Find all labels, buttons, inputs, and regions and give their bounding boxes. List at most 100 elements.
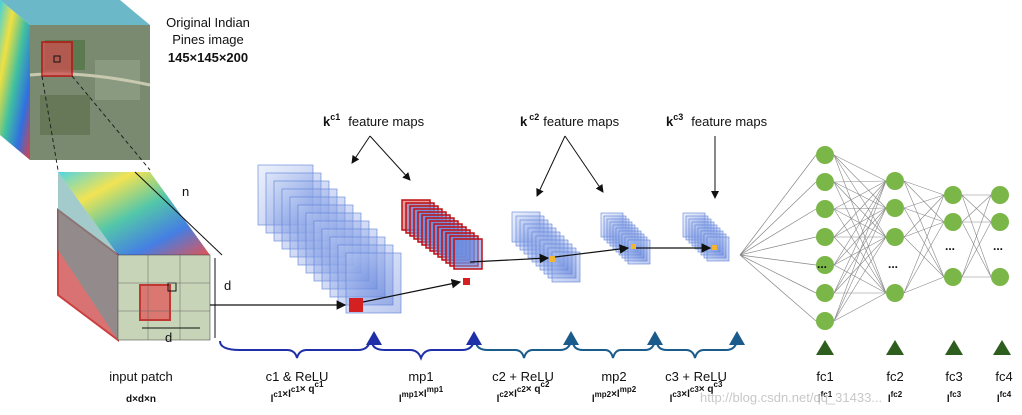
triangle-fc1 xyxy=(816,340,834,355)
brace-c1 xyxy=(219,340,371,359)
patch-dim-d-side: d xyxy=(224,278,231,293)
brace-c2 xyxy=(475,340,572,359)
kc2-label: k c2 feature maps xyxy=(520,112,620,129)
source-size: 145×145×200 xyxy=(168,50,248,65)
fc-dims: lfc1 xyxy=(818,390,833,405)
triangle-fc4 xyxy=(993,340,1011,355)
mp1-feature-map-stack xyxy=(401,199,483,270)
c1-highlight-square xyxy=(349,298,363,312)
triangle-mp1 xyxy=(466,331,482,345)
c2-feature-map-stack xyxy=(511,211,581,283)
fc3-node xyxy=(944,186,962,204)
triangle-c3 xyxy=(729,331,745,345)
fc-edge xyxy=(833,180,887,183)
stage-dims: lc2×lc2× qc2 xyxy=(497,380,550,405)
fc2-node xyxy=(886,228,904,246)
stage-dims: d×d×n xyxy=(126,394,156,405)
stack-mp1-map xyxy=(453,238,483,270)
stage-name: c2 + ReLU xyxy=(492,369,554,384)
stage-dims: lmp1×lmp1 xyxy=(399,385,444,405)
fc-edge xyxy=(903,180,945,278)
fc-name: fc2 xyxy=(886,369,903,384)
source-title-line2: Pines image xyxy=(172,32,244,47)
fc3-node xyxy=(944,268,962,286)
watermark: http://blog.csdn.net/qq_31433... xyxy=(700,390,882,405)
fc-edge xyxy=(739,236,817,256)
fc1-node xyxy=(816,228,834,246)
fc-edge xyxy=(833,180,887,294)
fc-edge xyxy=(833,180,887,322)
stage-dims: lmp2×lmp2 xyxy=(592,385,637,405)
stage-name: c1 & ReLU xyxy=(266,369,329,384)
fc-edge xyxy=(739,181,817,256)
source-title-line1: Original Indian xyxy=(166,15,250,30)
fc-edge xyxy=(903,207,945,278)
fc-edge xyxy=(903,194,945,209)
fc-edge xyxy=(961,194,992,278)
fc3-ellipsis: ... xyxy=(945,239,955,253)
stage-name: mp1 xyxy=(408,369,433,384)
fc4-node xyxy=(991,213,1009,231)
fc-edge xyxy=(833,207,887,322)
kc3-label: kc3 feature maps xyxy=(666,112,768,129)
fc1-node xyxy=(816,200,834,218)
stack-mp2-map xyxy=(627,239,651,265)
triangle-mp2 xyxy=(647,331,663,345)
brace-mp1 xyxy=(371,340,475,361)
fc4-node xyxy=(991,186,1009,204)
input-patch-cube xyxy=(57,172,211,342)
triangle-fc2 xyxy=(886,340,904,355)
fc-edge xyxy=(833,180,887,266)
fc-edge xyxy=(739,254,817,322)
fc-dims: lfc2 xyxy=(888,390,903,405)
fc2-ellipsis: ... xyxy=(888,257,898,271)
stage-dims: lc1×lc1× qc1 xyxy=(271,380,324,405)
fc-edge xyxy=(833,292,887,322)
triangle-fc3 xyxy=(945,340,963,355)
fc-edge xyxy=(833,180,887,210)
fc-edge xyxy=(961,194,992,223)
source-image-cube xyxy=(0,0,151,160)
fc1-node xyxy=(816,173,834,191)
fc-nodes xyxy=(816,146,1009,330)
fc1-node xyxy=(816,284,834,302)
fc-name: fc3 xyxy=(945,369,962,384)
fc-edge xyxy=(903,207,945,223)
brace-c3 xyxy=(656,340,738,359)
fc-edge xyxy=(833,207,887,210)
fc-name: fc1 xyxy=(816,369,833,384)
kc1-label: kc1 feature maps xyxy=(323,112,425,129)
patch-top-face xyxy=(58,172,210,255)
fc-edge xyxy=(833,181,887,238)
patch-dim-d-bottom: d xyxy=(165,330,172,345)
fc-dims: lfc3 xyxy=(947,390,962,405)
fc3-node xyxy=(944,213,962,231)
cube-side-face xyxy=(0,0,30,160)
fc2-node xyxy=(886,172,904,190)
cube-top-face xyxy=(0,0,150,25)
fc-edge xyxy=(833,154,887,182)
fc-edge xyxy=(833,180,887,238)
c1-feature-map-stack xyxy=(257,164,402,314)
stage-name: input patch xyxy=(109,369,173,384)
fc-edge xyxy=(903,221,945,238)
fc-edge xyxy=(903,194,945,294)
fc-edge xyxy=(739,254,817,266)
brace-mp2 xyxy=(572,340,656,359)
fc-edge xyxy=(903,276,945,294)
fc4-node xyxy=(991,268,1009,286)
fc-edge xyxy=(903,180,945,196)
flow-arrow-c2-mp2 xyxy=(554,244,630,258)
fc-edge xyxy=(833,154,887,294)
fc-edge xyxy=(833,154,887,238)
fc-edge xyxy=(961,221,992,278)
fc1-node xyxy=(816,312,834,330)
source-patch-highlight xyxy=(41,41,73,77)
patch-dim-n: n xyxy=(182,184,189,199)
flow-arrow-mp1-c2 xyxy=(469,253,550,264)
stage-name: mp2 xyxy=(601,369,626,384)
triangle-c1 xyxy=(366,331,382,345)
triangle-c2 xyxy=(563,331,579,345)
